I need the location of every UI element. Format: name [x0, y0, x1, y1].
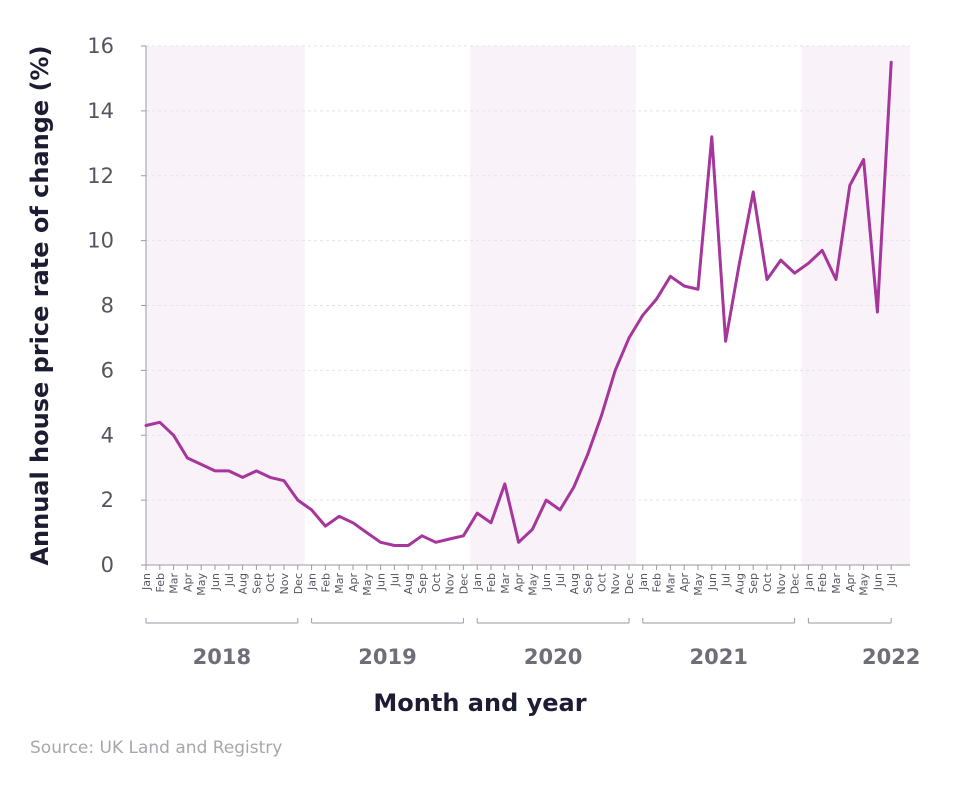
month-tick-label: Jul: [554, 573, 567, 587]
y-tick-label: 16: [87, 34, 114, 58]
month-tick-label: Mar: [664, 573, 677, 594]
month-tick-label: Jun: [209, 573, 222, 591]
month-tick-label: Feb: [154, 573, 167, 592]
month-tick-label: Dec: [623, 573, 636, 594]
month-tick-label: May: [195, 573, 208, 596]
month-tick-label: Feb: [651, 573, 664, 592]
month-tick-label: Apr: [678, 573, 691, 593]
month-tick-label: Dec: [292, 573, 305, 594]
month-tick-label: Oct: [761, 572, 774, 592]
month-tick-label: Jun: [871, 573, 884, 591]
year-label-2018: 2018: [193, 645, 251, 669]
month-tick-label: Jun: [540, 573, 553, 591]
month-tick-label: Jul: [388, 573, 401, 587]
month-tick-label: Apr: [513, 573, 526, 593]
axes: [141, 45, 910, 570]
month-tick-label: May: [526, 573, 539, 596]
month-tick-label: Nov: [278, 573, 291, 595]
month-tick-label: Jun: [375, 573, 388, 591]
series-line: [144, 60, 893, 547]
month-tick-label: May: [858, 573, 871, 596]
year-label-2019: 2019: [358, 645, 416, 669]
x-axis-title: Month and year: [373, 689, 586, 717]
month-tick-label: Oct: [430, 572, 443, 592]
year-group-labels: 2018 2019 2020 2021 2022: [145, 618, 920, 669]
month-tick-label: Jun: [706, 573, 719, 591]
y-tick-label: 0: [101, 553, 114, 577]
month-tick-label: Mar: [168, 573, 181, 594]
month-tick-label: Jul: [720, 573, 733, 587]
month-tick-label: Mar: [830, 573, 843, 594]
month-tick-label: Mar: [499, 573, 512, 594]
y-tick-label: 8: [101, 294, 114, 318]
month-tick-label: Sep: [582, 573, 595, 594]
month-tick-label: Aug: [402, 573, 415, 594]
y-tick-label: 10: [87, 229, 114, 253]
month-tick-label: Feb: [485, 573, 498, 592]
month-tick-label: Oct: [595, 572, 608, 592]
month-tick-label: Dec: [789, 573, 802, 594]
month-tick-label: Apr: [181, 573, 194, 593]
y-tick-label: 14: [87, 99, 114, 123]
month-tick-label: Sep: [747, 573, 760, 594]
month-tick-label: Jul: [885, 573, 898, 587]
month-tick-label: May: [361, 573, 374, 596]
month-tick-label: Feb: [816, 573, 829, 592]
month-tick-label: Mar: [333, 573, 346, 594]
source-note: Source: UK Land and Registry: [30, 738, 283, 758]
y-tick-label: 2: [101, 488, 114, 512]
month-tick-label: Aug: [237, 573, 250, 594]
month-tick-label: Apr: [844, 573, 857, 593]
y-tick-labels: 0 2 4 6 8 10 12 14 16: [87, 34, 114, 577]
series-line-0: [144, 60, 893, 547]
month-tick-label: Aug: [733, 573, 746, 594]
month-tick-label: Nov: [775, 573, 788, 595]
y-tick-label: 6: [101, 358, 114, 382]
y-tick-label: 4: [101, 423, 114, 447]
month-tick-label: May: [692, 573, 705, 596]
month-tick-label: Jan: [637, 573, 650, 591]
month-tick-label: Apr: [347, 573, 360, 593]
y-tick-label: 12: [87, 164, 114, 188]
year-label-2020: 2020: [524, 645, 582, 669]
month-tick-label: Nov: [444, 573, 457, 595]
month-tick-label: Jan: [140, 573, 153, 591]
year-label-2021: 2021: [689, 645, 747, 669]
gridlines: [146, 45, 910, 501]
month-tick-labels: Jan Feb Mar Apr May Jun Jul Aug Sep Oct Nov Dec Jan F…: [140, 572, 898, 595]
month-tick-label: Dec: [457, 573, 470, 594]
year-label-2022: 2022: [862, 645, 920, 669]
month-tick-label: Feb: [319, 573, 332, 592]
month-tick-label: Aug: [568, 573, 581, 594]
month-tick-label: Nov: [609, 573, 622, 595]
month-tick-label: Jul: [223, 573, 236, 587]
y-axis-title: Annual house price rate of change (%): [26, 45, 54, 565]
month-tick-label: Jan: [306, 573, 319, 591]
month-tick-label: Sep: [250, 573, 263, 594]
month-tick-label: Jan: [471, 573, 484, 591]
month-tick-label: Jan: [802, 573, 815, 591]
month-tick-label: Oct: [264, 572, 277, 592]
month-tick-label: Sep: [416, 573, 429, 594]
